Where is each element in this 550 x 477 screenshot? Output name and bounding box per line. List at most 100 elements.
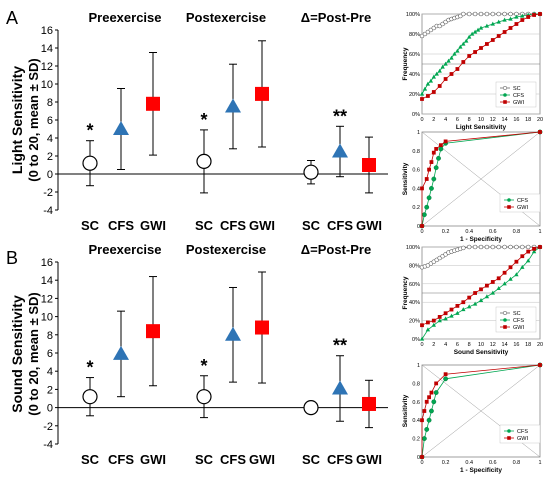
light-frequency-point-cfs: [455, 48, 460, 53]
light-roc-legend-marker: [507, 198, 511, 202]
light-frequency-point-cfs: [434, 71, 439, 76]
sound-means-ytick-label: 14: [41, 275, 53, 287]
light-frequency-point-gwi: [426, 94, 430, 98]
light-roc-series-gwi: [421, 131, 541, 226]
light-frequency-point-sc: [466, 11, 472, 17]
sound-roc-xtick-label: 1: [538, 460, 541, 466]
light-frequency-legend-label: GWI: [513, 100, 524, 106]
light-frequency-xtick-label: 16: [513, 117, 519, 123]
sound-roc-ytick-label: 1: [417, 363, 420, 369]
sound-frequency-xtick-label: 16: [513, 342, 519, 348]
sound-frequency-point-cfs: [520, 264, 525, 269]
ylabel-sound-line1: Sound Sensitivity: [9, 295, 25, 413]
ylabel-sound-line2: (0 to 20, mean ± SD): [26, 292, 41, 415]
light-roc-ylabel: Sensitivity: [402, 162, 409, 195]
light-frequency-plot: 0% 20% 40% 60% 80% 100% 0 2 4 6 8 10 12 14 16 18 20 Light…: [402, 11, 543, 131]
light-means-significance-marker: *: [200, 110, 207, 130]
light-frequency-point-cfs: [508, 16, 513, 21]
light-means-ytick-label: 4: [47, 133, 53, 145]
light-frequency-point-cfs: [514, 14, 519, 19]
sound-frequency-point-sc: [502, 244, 507, 250]
light-roc-ytick-label: 0.4: [412, 186, 420, 192]
sound-frequency-xtick-label: 18: [525, 342, 531, 348]
light-means-category-label: CFS: [108, 218, 134, 233]
sound-frequency-point-cfs: [467, 304, 472, 309]
sound-frequency-point-sc: [508, 244, 513, 250]
sound-means-category-label: SC: [302, 452, 321, 467]
sound-frequency-point-gwi: [526, 249, 531, 254]
sound-means-category-label: SC: [81, 452, 100, 467]
sound-frequency-legend-marker: [503, 325, 507, 329]
ylabel-light-line1: Light Sensitivity: [9, 66, 25, 174]
sound-means-ytick-label: 4: [47, 366, 53, 378]
light-frequency-point-gwi: [443, 77, 448, 81]
sound-means-ytick-label: -2: [43, 421, 53, 433]
light-means-significance-marker: *: [86, 121, 93, 141]
sound-frequency-point-cfs: [461, 307, 466, 312]
sound-frequency-ytick-label: 40%: [409, 300, 420, 306]
light-roc-point-gwi: [443, 139, 448, 144]
light-means-ytick-label: 16: [41, 25, 53, 37]
light-frequency-point-cfs: [458, 44, 463, 49]
sound-frequency-xtick-label: 12: [490, 342, 496, 348]
light-means-gwi-marker: [255, 86, 269, 101]
light-frequency-point-gwi: [538, 12, 542, 16]
light-means-ytick-label: 6: [47, 115, 53, 127]
light-frequency-point-cfs: [484, 23, 490, 28]
light-frequency-xtick-label: 6: [456, 117, 459, 123]
light-frequency-point-gwi: [496, 34, 501, 38]
light-roc-point-gwi: [427, 167, 431, 172]
light-frequency-legend-label: CFS: [513, 93, 524, 99]
sound-roc-point-cfs: [429, 408, 434, 414]
light-frequency-point-cfs: [490, 21, 495, 26]
light-frequency-point-cfs: [440, 64, 445, 69]
sound-frequency-xtick-label: 4: [444, 342, 447, 348]
sound-frequency-point-sc: [466, 244, 472, 250]
light-frequency-point-cfs: [467, 34, 472, 39]
light-frequency-xtick-label: 10: [478, 117, 484, 123]
sound-frequency-point-gwi: [514, 259, 519, 264]
light-roc-point-gwi: [429, 160, 434, 164]
light-roc-point-cfs: [426, 195, 432, 201]
light-frequency-legend-box: [495, 81, 537, 108]
sound-means-category-label: SC: [195, 452, 214, 467]
sound-roc-xtick-label: 0.2: [442, 460, 450, 466]
ylabel-sound: Sound Sensitivity (0 to 20, mean ± SD): [9, 292, 41, 415]
sound-frequency-point-sc: [461, 245, 466, 251]
light-frequency-point-gwi: [461, 60, 466, 64]
light-roc-ytick-label: 0.2: [412, 205, 420, 211]
light-frequency-point-cfs: [425, 81, 431, 86]
sound-means-category-label: CFS: [327, 452, 353, 467]
sound-means-significance-marker: **: [333, 336, 347, 356]
sound-frequency-point-sc: [520, 244, 525, 250]
sound-means-ytick-label: 0: [47, 403, 53, 415]
sound-means-category-label: CFS: [108, 452, 134, 467]
sound-frequency-point-gwi: [461, 300, 466, 305]
panel-letter-b: B: [6, 248, 19, 268]
light-means-category-label: CFS: [220, 218, 246, 233]
light-frequency-ytick-label: 0%: [412, 112, 420, 118]
light-roc-ytick-label: 0: [417, 224, 420, 230]
light-roc-xtick-label: 0.2: [442, 229, 450, 235]
light-frequency-point-gwi: [467, 54, 472, 58]
light-means-ytick-label: 8: [47, 97, 53, 109]
sound-frequency-point-gwi: [508, 265, 513, 270]
light-frequency-point-cfs: [502, 17, 507, 22]
light-frequency-point-gwi: [479, 46, 483, 50]
sound-frequency-point-sc: [525, 244, 531, 250]
sound-roc-ylabel: Sensitivity: [402, 394, 409, 427]
light-means-category-label: SC: [195, 218, 214, 233]
sound-frequency-xtick-label: 20: [537, 342, 543, 348]
light-roc-legend-label: GWI: [517, 205, 528, 211]
light-means-gwi-marker: [362, 158, 376, 172]
light-frequency-point-cfs: [464, 38, 469, 43]
light-roc-xtick-label: 0.8: [513, 229, 521, 235]
sound-frequency-point-gwi: [473, 291, 477, 295]
sound-means-ytick-label: 12: [41, 293, 53, 305]
sound-means-gwi-marker: [362, 396, 376, 411]
sound-frequency-point-gwi: [420, 323, 424, 328]
light-frequency-point-cfs: [422, 86, 428, 91]
sound-roc-point-gwi: [538, 363, 542, 367]
sound-frequency-legend-box: [495, 306, 537, 333]
sound-frequency-point-cfs: [496, 286, 501, 290]
